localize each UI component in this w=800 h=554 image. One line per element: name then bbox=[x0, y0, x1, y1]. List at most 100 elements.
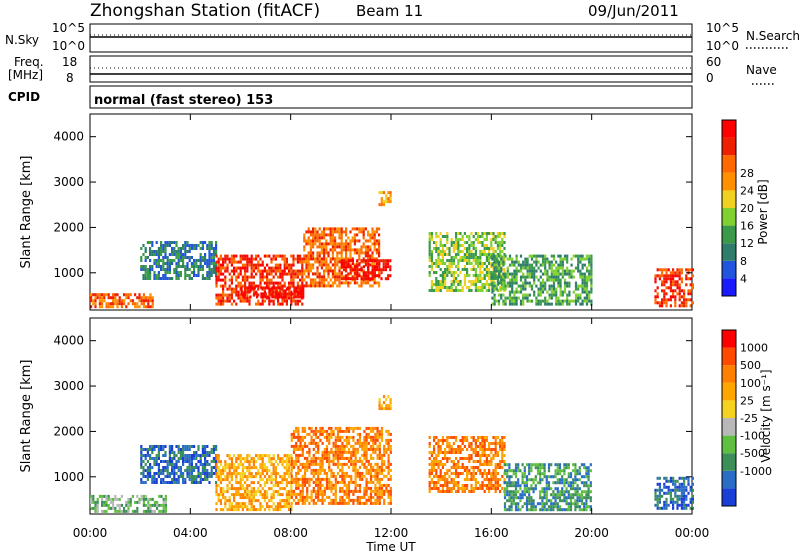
power-cell bbox=[481, 289, 484, 292]
power-cell bbox=[468, 238, 471, 241]
velocity-cell bbox=[470, 478, 473, 481]
velocity-cell bbox=[383, 498, 386, 502]
velocity-cell bbox=[230, 478, 233, 482]
velocity-cell bbox=[224, 475, 227, 479]
power-cell bbox=[264, 292, 267, 296]
power-cell bbox=[672, 271, 675, 275]
velocity-cell bbox=[321, 483, 324, 487]
velocity-cell bbox=[303, 426, 307, 430]
power-cell bbox=[665, 274, 668, 278]
power-cell bbox=[474, 283, 477, 286]
velocity-cell bbox=[334, 489, 337, 493]
velocity-cell bbox=[241, 505, 244, 509]
power-cell bbox=[166, 241, 169, 244]
power-cell bbox=[500, 296, 503, 300]
velocity-cell bbox=[450, 487, 453, 490]
power-cell bbox=[283, 284, 286, 288]
power-cell bbox=[490, 232, 493, 235]
velocity-cell bbox=[237, 466, 240, 470]
velocity-cell bbox=[173, 481, 176, 484]
velocity-cell bbox=[494, 478, 497, 481]
velocity-cell bbox=[352, 501, 355, 505]
power-cell bbox=[485, 232, 488, 235]
velocity-cell bbox=[433, 451, 436, 454]
velocity-cell bbox=[190, 472, 193, 475]
power-cell bbox=[672, 292, 675, 296]
velocity-cell bbox=[168, 451, 171, 454]
velocity-cell bbox=[164, 494, 167, 498]
velocity-cell bbox=[452, 442, 455, 445]
velocity-cell bbox=[160, 448, 163, 451]
power-cell bbox=[369, 233, 372, 237]
power-cell bbox=[452, 250, 455, 253]
velocity-cell bbox=[341, 495, 344, 499]
power-cell bbox=[583, 263, 586, 267]
power-cell bbox=[252, 281, 255, 285]
power-cell bbox=[563, 254, 567, 258]
velocity-cell bbox=[369, 444, 373, 448]
power-cell bbox=[336, 275, 339, 279]
power-cell bbox=[481, 286, 484, 289]
velocity-cell bbox=[336, 432, 340, 436]
power-cell bbox=[492, 238, 495, 241]
power-cell bbox=[590, 263, 593, 267]
power-cell bbox=[120, 305, 123, 309]
power-cell bbox=[175, 262, 178, 265]
power-cell bbox=[166, 271, 169, 274]
velocity-cell bbox=[171, 469, 174, 472]
power-cell bbox=[193, 268, 196, 271]
velocity-cell bbox=[437, 481, 440, 484]
velocity-cell bbox=[317, 483, 320, 487]
velocity-cell bbox=[330, 501, 333, 505]
velocity-cell bbox=[352, 429, 355, 433]
velocity-cell bbox=[288, 469, 291, 473]
velocity-cell bbox=[228, 454, 231, 458]
velocity-cell bbox=[387, 407, 390, 411]
velocity-cell bbox=[488, 478, 491, 481]
velocity-cell bbox=[96, 509, 99, 513]
velocity-cell bbox=[461, 472, 464, 475]
velocity-cell bbox=[510, 496, 513, 500]
power-cell bbox=[305, 281, 308, 285]
velocity-cell bbox=[188, 460, 191, 463]
power-cell bbox=[314, 284, 317, 288]
power-cell bbox=[550, 293, 553, 297]
power-cell bbox=[477, 241, 480, 244]
velocity-cell bbox=[361, 495, 364, 499]
velocity-cell bbox=[483, 469, 486, 472]
velocity-cell bbox=[217, 457, 220, 461]
velocity-cell bbox=[224, 502, 227, 506]
power-cell bbox=[219, 254, 222, 258]
power-cell bbox=[566, 254, 569, 258]
velocity-cell bbox=[140, 460, 143, 463]
power-cell bbox=[488, 271, 491, 274]
velocity-cell bbox=[179, 457, 182, 460]
velocity-cell bbox=[281, 478, 284, 482]
velocity-cell bbox=[204, 460, 207, 463]
power-cell bbox=[347, 242, 350, 246]
velocity-cell bbox=[301, 486, 304, 490]
power-cell bbox=[588, 260, 591, 264]
velocity-cell bbox=[162, 445, 165, 448]
power-cell bbox=[503, 241, 506, 244]
velocity-cell bbox=[354, 480, 357, 484]
power-cell bbox=[241, 275, 244, 279]
power-cell bbox=[535, 299, 538, 303]
power-cell bbox=[177, 259, 180, 262]
power-cell bbox=[166, 244, 169, 247]
velocity-cell bbox=[472, 478, 475, 481]
velocity-cell bbox=[536, 472, 540, 476]
power-cell bbox=[490, 244, 493, 247]
power-cell bbox=[162, 247, 165, 250]
velocity-cell bbox=[387, 501, 390, 505]
power-cell bbox=[275, 286, 278, 290]
power-cell bbox=[546, 290, 549, 294]
power-cell bbox=[500, 269, 503, 273]
power-cell bbox=[474, 256, 477, 259]
power-cell bbox=[502, 281, 505, 285]
power-cell bbox=[138, 299, 141, 303]
velocity-cell bbox=[382, 407, 386, 411]
velocity-cell bbox=[387, 447, 390, 451]
power-cell bbox=[129, 299, 132, 303]
power-cell bbox=[689, 292, 692, 296]
